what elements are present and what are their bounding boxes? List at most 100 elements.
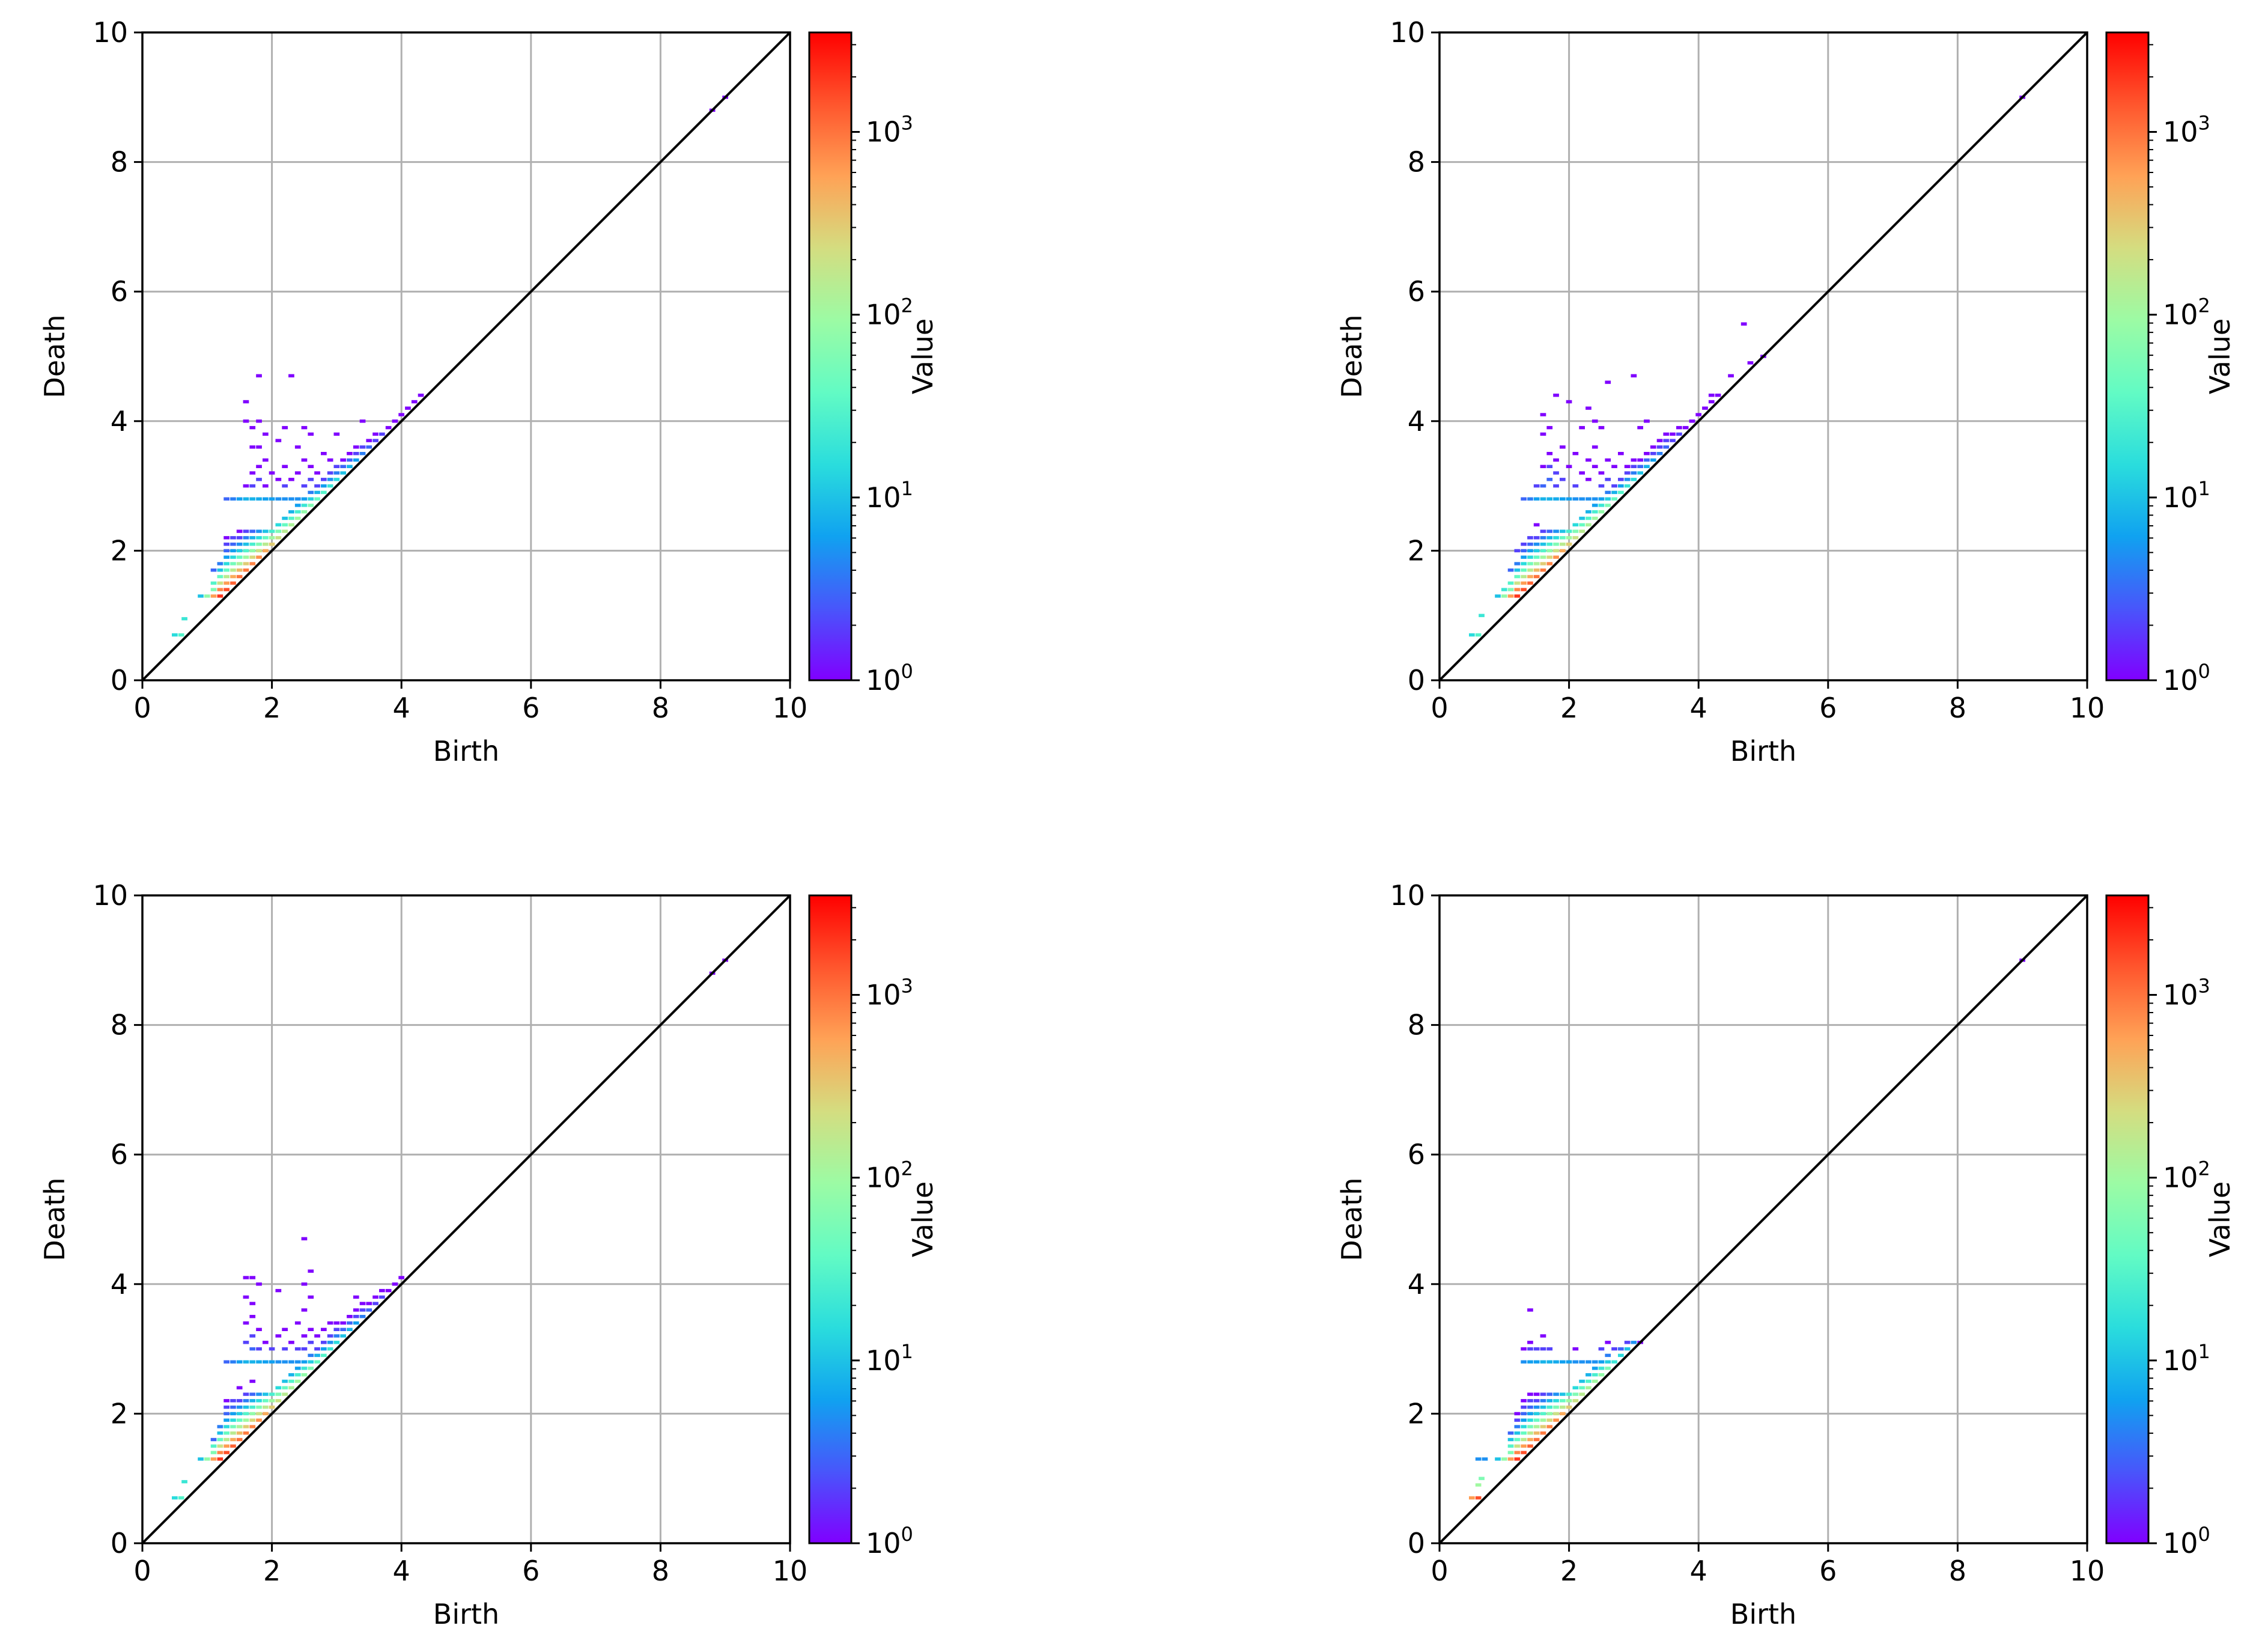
heatmap-cell — [1741, 322, 1747, 326]
heatmap-cell — [263, 484, 269, 488]
heatmap-cell — [1624, 1347, 1631, 1351]
heatmap-cell — [1663, 445, 1670, 449]
heatmap-cell — [340, 465, 346, 468]
heatmap-cell — [301, 497, 308, 501]
colorbar-frame — [808, 894, 853, 1544]
heatmap-cell — [1482, 1457, 1488, 1461]
heatmap-cell — [269, 1347, 275, 1351]
heatmap-cell — [256, 1282, 262, 1286]
heatmap-cell — [1540, 1347, 1546, 1351]
heatmap-cell — [1566, 1360, 1572, 1364]
colorbar-tick-label: 100 — [866, 1523, 913, 1559]
heatmap-cell — [1533, 1425, 1540, 1428]
heatmap-cell — [256, 536, 262, 540]
heatmap-cell — [321, 1353, 327, 1358]
heatmap-cell — [1585, 523, 1592, 526]
heatmap-cell — [1618, 1353, 1624, 1358]
heatmap-cell — [301, 1360, 308, 1364]
heatmap-cell — [1514, 1418, 1521, 1422]
colorbar-tick-label: 100 — [2163, 660, 2210, 697]
heatmap-cell — [347, 1327, 353, 1331]
heatmap-cell — [1708, 400, 1715, 404]
heatmap-cell — [236, 575, 243, 579]
heatmap-cell — [204, 1457, 210, 1461]
heatmap-cell — [1611, 1360, 1617, 1364]
heatmap-cell — [275, 478, 282, 481]
heatmap-cell — [1566, 465, 1572, 468]
heatmap-cell — [243, 400, 249, 404]
heatmap-cell — [1527, 1418, 1533, 1422]
heatmap-cell — [1592, 510, 1598, 514]
heatmap-cell — [1670, 439, 1676, 442]
heatmap-cell — [204, 594, 210, 598]
heatmap-cell — [294, 1360, 301, 1364]
heatmap-cell — [1553, 542, 1559, 546]
heatmap-cell — [282, 497, 288, 501]
colorbar-frame — [2105, 894, 2150, 1544]
heatmap-cell — [1540, 1360, 1546, 1364]
heatmap-cell — [1521, 497, 1527, 501]
heatmap-cell — [1637, 458, 1643, 462]
heatmap-cell — [1507, 1437, 1514, 1442]
heatmap-cell — [263, 536, 269, 540]
heatmap-cell — [223, 562, 230, 565]
heatmap-cell — [288, 478, 294, 481]
heatmap-cell — [243, 419, 249, 423]
heatmap-cell — [282, 465, 288, 468]
heatmap-cell — [1631, 465, 1637, 468]
x-axis-label: Birth — [433, 735, 499, 767]
heatmap-cell — [243, 568, 249, 572]
heatmap-cell — [172, 633, 178, 637]
heatmap-cell — [1566, 1392, 1572, 1396]
heatmap-cell — [236, 1360, 243, 1364]
x-tick-label: 8 — [652, 692, 669, 724]
heatmap-cell — [249, 1425, 256, 1428]
heatmap-cell — [1624, 465, 1631, 468]
heatmap-cell — [314, 490, 320, 495]
heatmap-cell — [263, 458, 269, 462]
heatmap-cell — [1514, 575, 1521, 579]
heatmap-cell — [333, 432, 340, 436]
heatmap-cell — [1514, 588, 1521, 591]
heatmap-cell — [1592, 504, 1598, 507]
heatmap-cell — [1656, 452, 1663, 456]
heatmap-cell — [236, 1386, 243, 1389]
heatmap-cell — [223, 1399, 230, 1403]
heatmap-cell — [210, 588, 217, 591]
x-tick-label: 10 — [773, 692, 808, 724]
heatmap-cell — [243, 484, 249, 488]
y-axis-label: Death — [1336, 1177, 1368, 1261]
heatmap-cell — [1495, 594, 1501, 598]
heatmap-cell — [269, 1399, 275, 1403]
heatmap-cell — [1598, 425, 1605, 430]
heatmap-cell — [1605, 1360, 1611, 1364]
heatmap-cell — [1605, 458, 1611, 462]
heatmap-cell — [314, 471, 320, 475]
heatmap-cell — [223, 536, 230, 540]
heatmap-cell — [340, 1321, 346, 1325]
heatmap-cell — [1592, 419, 1598, 423]
heatmap-cell — [1631, 458, 1637, 462]
heatmap-cell — [243, 1360, 249, 1364]
heatmap-cell — [1546, 562, 1553, 565]
heatmap-cell — [1560, 1360, 1566, 1364]
heatmap-cell — [347, 452, 353, 456]
heatmap-cell — [1663, 432, 1670, 436]
heatmap-cell — [288, 510, 294, 514]
heatmap-cell — [1533, 1418, 1540, 1422]
heatmap-cell — [1611, 484, 1617, 488]
heatmap-cell — [359, 445, 366, 449]
heatmap-cell — [249, 542, 256, 546]
heatmap-cell — [1527, 1437, 1533, 1442]
heatmap-cell — [1521, 1399, 1527, 1403]
heatmap-cell — [353, 1315, 359, 1318]
heatmap-cell — [236, 568, 243, 572]
heatmap-cell — [1533, 1431, 1540, 1435]
heatmap-cell — [308, 1341, 314, 1344]
heatmap-cell — [1566, 1399, 1572, 1403]
heatmap-cell — [359, 1308, 366, 1312]
heatmap-cell — [372, 432, 379, 436]
heatmap-cell — [243, 1418, 249, 1422]
heatmap-cell — [301, 1367, 308, 1370]
y-axis-label: Death — [38, 1177, 71, 1261]
